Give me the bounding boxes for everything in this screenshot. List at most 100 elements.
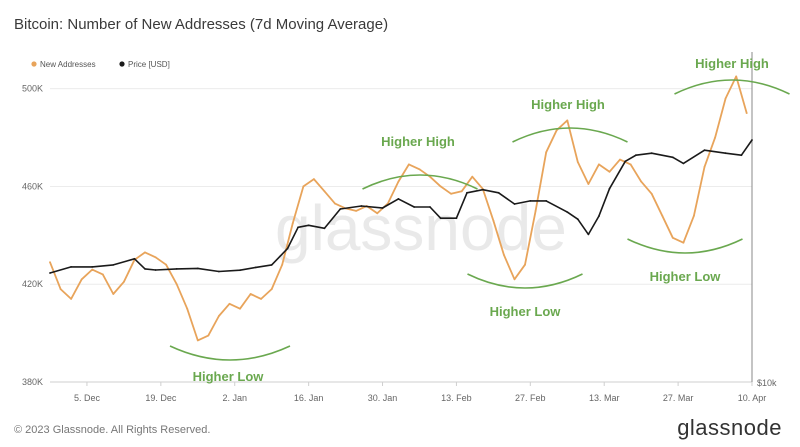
price-point [635, 154, 637, 157]
gridlines [50, 52, 753, 383]
new-addresses-point [270, 288, 273, 290]
price-point [360, 205, 363, 207]
new-addresses-point [671, 236, 674, 239]
higher-high-label: Higher High [381, 134, 455, 149]
price-point [576, 218, 579, 221]
new-addresses-point [682, 241, 685, 244]
new-addresses-point [418, 168, 421, 171]
new-addresses-point [302, 185, 305, 188]
price-point [545, 200, 548, 202]
price-point [339, 208, 342, 210]
new-addresses-point [112, 293, 115, 295]
new-addresses-point [260, 298, 262, 300]
higher-low-label: Higher Low [650, 269, 722, 284]
glassnode-logo: glassnode [677, 415, 782, 440]
new-addresses-point [650, 192, 653, 195]
new-addresses-point [534, 210, 537, 212]
new-addresses-point [196, 339, 199, 342]
price-point [624, 160, 627, 163]
new-addresses-point [291, 222, 294, 225]
new-addresses-point [218, 315, 220, 317]
higher-low-arc [627, 238, 743, 254]
new-addresses-point [355, 210, 357, 212]
new-addresses-point [101, 273, 104, 276]
price-point [566, 211, 569, 214]
x-axis: 5. Dec 19. Dec 2. Jan 16. Jan 30. Jan 13. Feb… [74, 382, 766, 403]
new-addresses-point [239, 307, 241, 310]
new-addresses-point [735, 75, 738, 78]
new-addresses-point [724, 97, 727, 100]
new-addresses-point [123, 280, 125, 283]
new-addresses-point [281, 263, 284, 266]
price-point [239, 269, 241, 272]
new-addresses-point [154, 256, 157, 259]
new-addresses-point [397, 180, 400, 183]
new-addresses-point [619, 158, 621, 161]
new-addresses-point [503, 254, 505, 256]
higher-high-arc [512, 127, 628, 143]
higher-high-arc [362, 174, 478, 190]
price-point [740, 154, 743, 157]
price-point [154, 269, 157, 271]
price-point [481, 188, 484, 191]
new-addresses-point [555, 129, 558, 132]
new-addresses-point [186, 307, 189, 310]
x-tick-label: 5. Dec [74, 393, 101, 403]
new-addresses-point [165, 263, 168, 266]
new-addresses-point [661, 214, 664, 217]
price-point [397, 198, 400, 200]
new-addresses-point [492, 219, 495, 222]
legend-swatch [31, 61, 37, 67]
price-point [270, 264, 273, 266]
x-tick-label: 16. Jan [294, 393, 324, 403]
new-addresses-point [745, 112, 748, 114]
new-addresses-point [693, 214, 695, 217]
legend-swatch [119, 61, 125, 67]
new-addresses-point [545, 151, 548, 154]
y-tick-label: 460K [22, 181, 43, 191]
x-tick-label: 30. Jan [368, 393, 398, 403]
new-addresses-point [376, 212, 379, 215]
new-addresses-point [471, 175, 474, 178]
x-tick-label: 27. Feb [515, 393, 546, 403]
new-addresses-point [460, 190, 463, 193]
price-point [751, 139, 753, 141]
y-tick-label: 380K [22, 377, 43, 387]
price-point [703, 149, 706, 152]
price-point [49, 272, 51, 274]
new-addresses-point [249, 293, 252, 295]
price-point [439, 217, 442, 220]
x-tick-label: 10. Apr [738, 393, 767, 403]
price-point [671, 156, 674, 159]
new-addresses-point [640, 180, 643, 183]
price-point [724, 152, 727, 155]
new-addresses-point [587, 183, 590, 185]
y-axis: 380K 420K 460K 500K $10k [22, 84, 777, 388]
y-tick-label: 500K [22, 84, 43, 94]
price-point [254, 266, 257, 269]
new-addresses-point [408, 163, 410, 166]
new-addresses-point [703, 166, 706, 168]
new-addresses-point [524, 263, 526, 266]
price-point [529, 200, 532, 202]
x-tick-label: 27. Mar [663, 393, 694, 403]
price-point [513, 203, 516, 205]
new-addresses-point [175, 283, 178, 286]
new-addresses-point [513, 278, 516, 281]
price-point [218, 270, 220, 273]
new-addresses-point [598, 163, 600, 166]
higher-low-label: Higher Low [193, 369, 265, 384]
copyright-text: © 2023 Glassnode. All Rights Reserved. [14, 424, 211, 436]
new-addresses-point [144, 251, 146, 254]
higher-low-arc [169, 345, 291, 361]
higher-high-arc [674, 79, 790, 95]
series-lines [49, 75, 753, 342]
y-tick-label: 420K [22, 279, 43, 289]
new-addresses-point [59, 288, 62, 290]
price-point [587, 233, 590, 236]
new-addresses-point [566, 119, 569, 122]
price-point [286, 247, 289, 250]
price-point [112, 264, 115, 266]
price-point [144, 268, 146, 270]
